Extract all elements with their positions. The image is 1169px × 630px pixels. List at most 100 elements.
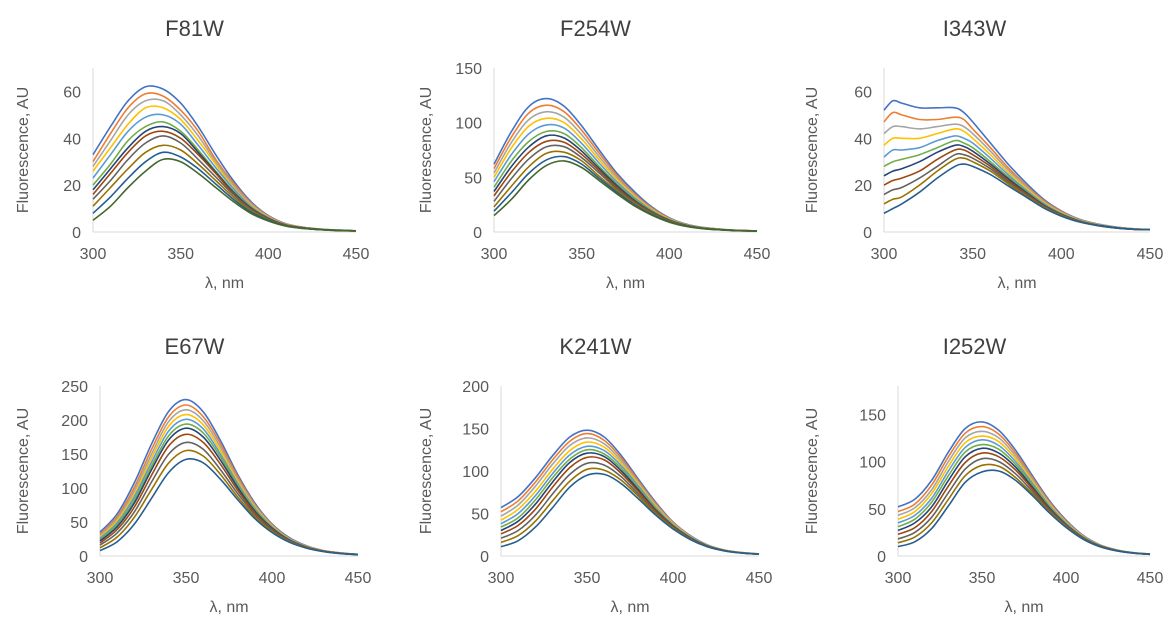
chart-title: F254W (560, 16, 631, 41)
x-tick-label: 400 (255, 246, 282, 263)
chart-plot: 0 50 100 150 200 250 300 350 400 450 λ, nm Fluoresc… (15, 379, 372, 616)
y-tick-label: 50 (464, 170, 482, 187)
series-line (883, 135, 1151, 231)
y-tick-label: 200 (462, 379, 489, 396)
chart-panel-f81w: F81W 0 20 40 60 300 350 400 450 λ, nm Fluorescenc… (0, 0, 389, 312)
x-axis-label: λ, nm (205, 275, 244, 292)
series-line (92, 144, 357, 232)
y-axis-label: Fluorescence, AU (15, 87, 32, 213)
y-tick-label: 0 (877, 549, 886, 566)
y-axis-label: Fluorescence, AU (804, 87, 821, 213)
x-axis-label: λ, nm (610, 599, 649, 616)
x-tick-label: 300 (481, 246, 508, 263)
series-line (99, 458, 359, 556)
y-tick-label: 200 (61, 413, 88, 430)
x-tick-label: 300 (885, 570, 912, 587)
x-tick-label: 350 (574, 570, 601, 587)
x-tick-label: 400 (656, 246, 683, 263)
series-line (897, 443, 1151, 555)
series-line (493, 97, 758, 232)
y-tick-label: 40 (63, 131, 81, 148)
x-tick-label: 300 (87, 570, 114, 587)
x-tick-label: 400 (1048, 246, 1075, 263)
series-line (493, 160, 758, 232)
chart-panel-i252w: I252W 0 50 100 150 300 350 400 450 λ, nm Fluoresc… (780, 318, 1169, 630)
series-line (500, 472, 760, 555)
series-line (897, 469, 1151, 556)
x-tick-label: 400 (259, 570, 286, 587)
y-axis-label: Fluorescence, AU (418, 408, 435, 534)
x-tick-label: 450 (345, 570, 372, 587)
chart-plot: 0 50 100 150 300 350 400 450 λ, nm Fluorescence, … (804, 386, 1164, 616)
x-axis-label: λ, nm (209, 599, 248, 616)
x-axis-label: λ, nm (606, 275, 645, 292)
y-tick-label: 40 (854, 131, 872, 148)
x-axis-label: λ, nm (1004, 599, 1043, 616)
x-tick-label: 350 (969, 570, 996, 587)
series-line (92, 92, 357, 232)
x-tick-label: 350 (173, 570, 200, 587)
chart-panel-i343w: I343W 0 20 40 60 300 350 400 450 λ, nm Fluorescen… (780, 0, 1169, 312)
x-tick-label: 400 (1053, 570, 1080, 587)
series-line (493, 123, 758, 232)
y-tick-label: 100 (462, 464, 489, 481)
x-tick-label: 450 (744, 246, 771, 263)
chart-title: E67W (164, 334, 225, 359)
y-tick-label: 150 (455, 61, 482, 78)
y-tick-label: 20 (63, 178, 81, 195)
y-tick-label: 150 (61, 447, 88, 464)
x-tick-label: 350 (568, 246, 595, 263)
chart-plot: 0 20 40 60 300 350 400 450 λ, nm Fluorescence, AU (15, 68, 370, 292)
x-tick-label: 450 (746, 570, 773, 587)
series-line (897, 425, 1151, 555)
y-tick-label: 150 (462, 422, 489, 439)
y-tick-label: 0 (480, 549, 489, 566)
y-tick-label: 50 (70, 515, 88, 532)
chart-panel-e67w: E67W 0 50 100 150 200 250 300 350 400 450 λ, nm Flu… (0, 318, 389, 630)
series-line (92, 85, 357, 232)
chart-title: I343W (942, 16, 1007, 41)
y-tick-label: 50 (868, 502, 886, 519)
series-line (883, 111, 1151, 231)
chart-panel-k241w: K241W 0 50 100 150 200 300 350 400 450 λ, nm Fluor… (401, 318, 790, 630)
x-tick-label: 300 (871, 246, 898, 263)
y-tick-label: 50 (471, 507, 489, 524)
y-axis-label: Fluorescence, AU (15, 408, 32, 534)
y-axis-label: Fluorescence, AU (418, 87, 435, 213)
y-tick-label: 100 (859, 455, 886, 472)
y-tick-label: 60 (63, 84, 81, 101)
x-tick-label: 300 (80, 246, 107, 263)
y-tick-label: 0 (72, 225, 81, 242)
chart-title: I252W (942, 334, 1007, 359)
y-tick-label: 20 (854, 178, 872, 195)
series-line (883, 163, 1151, 231)
x-tick-label: 450 (1137, 246, 1164, 263)
series-line (883, 128, 1151, 231)
y-tick-label: 150 (859, 407, 886, 424)
chart-panel-f254w: F254W 0 50 100 150 300 350 400 450 λ, nm Fluoresc… (401, 0, 790, 312)
x-tick-label: 450 (343, 246, 370, 263)
chart-plot: 0 50 100 150 300 350 400 450 λ, nm Fluorescence, … (418, 61, 771, 292)
y-tick-label: 0 (473, 225, 482, 242)
series-line (500, 437, 760, 555)
series-line (99, 404, 359, 556)
y-tick-label: 0 (863, 225, 872, 242)
y-tick-label: 250 (61, 379, 88, 396)
chart-plot: 0 20 40 60 300 350 400 450 λ, nm Fluorescence, AU (804, 68, 1164, 292)
series-line (493, 130, 758, 232)
x-axis-label: λ, nm (997, 275, 1036, 292)
x-tick-label: 400 (660, 570, 687, 587)
x-tick-label: 350 (167, 246, 194, 263)
x-tick-label: 300 (488, 570, 515, 587)
chart-plot: 0 50 100 150 200 300 350 400 450 λ, nm Fluorescenc… (418, 379, 773, 616)
y-tick-label: 100 (61, 481, 88, 498)
series-line (500, 448, 760, 555)
chart-title: F81W (165, 16, 224, 41)
y-tick-label: 60 (854, 84, 872, 101)
x-tick-label: 350 (959, 246, 986, 263)
y-tick-label: 0 (79, 549, 88, 566)
y-tick-label: 100 (455, 116, 482, 133)
series-line (92, 157, 357, 232)
x-tick-label: 450 (1137, 570, 1164, 587)
y-axis-label: Fluorescence, AU (804, 408, 821, 534)
